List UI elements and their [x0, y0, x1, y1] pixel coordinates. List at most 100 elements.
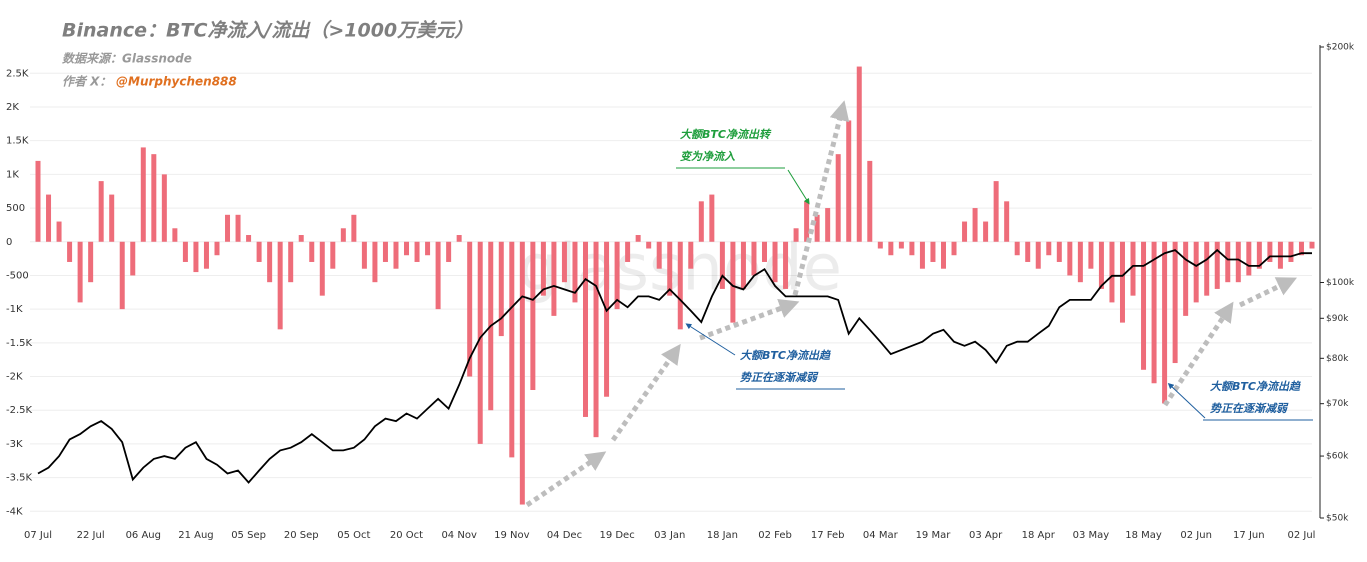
- y-tick-label: -2K: [6, 372, 23, 383]
- author-label: 作者 X：: [62, 75, 111, 89]
- y-tick-label: 1.5K: [6, 136, 29, 147]
- x-tick-label: 18 Jan: [707, 530, 738, 541]
- bar: [404, 241, 410, 256]
- bar: [919, 241, 925, 269]
- bar: [130, 241, 136, 276]
- bar: [140, 147, 146, 242]
- bar: [46, 194, 52, 242]
- trend-arrow: [1238, 277, 1298, 308]
- chart-title: Binance：BTC净流入/流出（>1000万美元）: [62, 20, 473, 42]
- bar: [214, 241, 220, 256]
- bar: [414, 241, 420, 262]
- bar: [519, 241, 525, 505]
- bar: [1130, 241, 1136, 296]
- y-tick-label: 500: [6, 203, 25, 214]
- x-tick-label: 19 Mar: [916, 530, 952, 541]
- bar: [1277, 241, 1283, 269]
- bar: [1077, 241, 1083, 283]
- bar: [540, 241, 546, 296]
- x-tick-label: 06 Aug: [126, 530, 161, 541]
- x-tick-label: 17 Feb: [811, 530, 845, 541]
- bar: [730, 241, 736, 323]
- y-tick-label: -2.5K: [6, 405, 33, 416]
- bar: [698, 201, 704, 242]
- bar: [1183, 241, 1189, 316]
- bar: [761, 241, 767, 262]
- x-tick-label: 02 Jun: [1180, 530, 1212, 541]
- bar: [1098, 241, 1104, 289]
- bar: [267, 241, 273, 283]
- x-tick-label: 17 Jun: [1233, 530, 1265, 541]
- bar: [835, 154, 841, 242]
- bar: [593, 241, 599, 438]
- bar: [77, 241, 83, 303]
- bar: [182, 241, 188, 262]
- x-tick-label: 05 Sep: [231, 530, 266, 541]
- bar: [572, 241, 578, 303]
- bar: [1141, 241, 1147, 370]
- bar: [940, 241, 946, 269]
- annotation-arrow: [685, 323, 736, 356]
- bar: [709, 194, 715, 242]
- bar: [740, 241, 746, 289]
- bar: [203, 241, 209, 269]
- bar: [583, 241, 589, 417]
- trend-arrow: [610, 343, 681, 442]
- bar: [561, 241, 567, 283]
- annotation-text: 变为净流入: [680, 150, 735, 163]
- bar: [425, 241, 431, 256]
- bar: [804, 201, 810, 242]
- bar: [983, 221, 989, 242]
- bar: [309, 241, 315, 262]
- annotation-text: 大额BTC净流出趋: [1210, 380, 1302, 393]
- bar: [783, 241, 789, 289]
- annotation-text: 大额BTC净流出转: [680, 128, 772, 141]
- annotation-text: 势正在逐渐减弱: [1210, 402, 1289, 415]
- bar: [288, 241, 294, 283]
- bar: [1193, 241, 1199, 303]
- y-tick-label: -1.5K: [6, 338, 33, 349]
- bar: [1046, 241, 1052, 256]
- annotations: 大额BTC净流出转变为净流入大额BTC净流出趋势正在逐渐减弱大额BTC净流出趋势…: [676, 128, 1313, 421]
- bar: [319, 241, 325, 296]
- bar: [67, 241, 73, 262]
- y-tick-label: 1K: [6, 169, 19, 180]
- y-tick-label: -500: [6, 270, 29, 281]
- author-handle: @Murphychen888: [116, 75, 237, 89]
- bar: [551, 241, 557, 316]
- bar: [867, 160, 873, 242]
- bar: [330, 241, 336, 269]
- bar: [477, 241, 483, 444]
- bar: [1214, 241, 1220, 289]
- y-tick-label: 2.5K: [6, 68, 29, 79]
- bar: [667, 241, 673, 296]
- bar: [1067, 241, 1073, 276]
- x-tick-label: 18 Apr: [1022, 530, 1056, 541]
- y-tick-label: -3.5K: [6, 473, 33, 484]
- x-tick-label: 19 Dec: [599, 530, 634, 541]
- bar: [530, 241, 536, 390]
- y-tick-label: 2K: [6, 102, 19, 113]
- bar: [382, 241, 388, 262]
- bar: [1162, 241, 1168, 404]
- trend-arrow: [525, 451, 607, 508]
- bar: [1309, 241, 1315, 249]
- x-tick-label: 02 Feb: [758, 530, 792, 541]
- y2-tick-label: $50k: [1326, 514, 1349, 524]
- bar: [235, 214, 241, 242]
- bar: [614, 241, 620, 310]
- bar: [1204, 241, 1210, 296]
- x-tick-label: 05 Oct: [337, 530, 370, 541]
- bar: [1298, 241, 1304, 256]
- x-tick-label: 04 Nov: [441, 530, 477, 541]
- bar: [1288, 241, 1294, 262]
- bar: [1172, 241, 1178, 364]
- x-tick-label: 03 Apr: [969, 530, 1003, 541]
- y2-tick-label: $80k: [1326, 354, 1349, 364]
- bar: [930, 241, 936, 262]
- bar: [877, 241, 883, 249]
- bar: [951, 241, 957, 256]
- bar: [898, 241, 904, 249]
- bar: [909, 241, 915, 256]
- bar: [1109, 241, 1115, 303]
